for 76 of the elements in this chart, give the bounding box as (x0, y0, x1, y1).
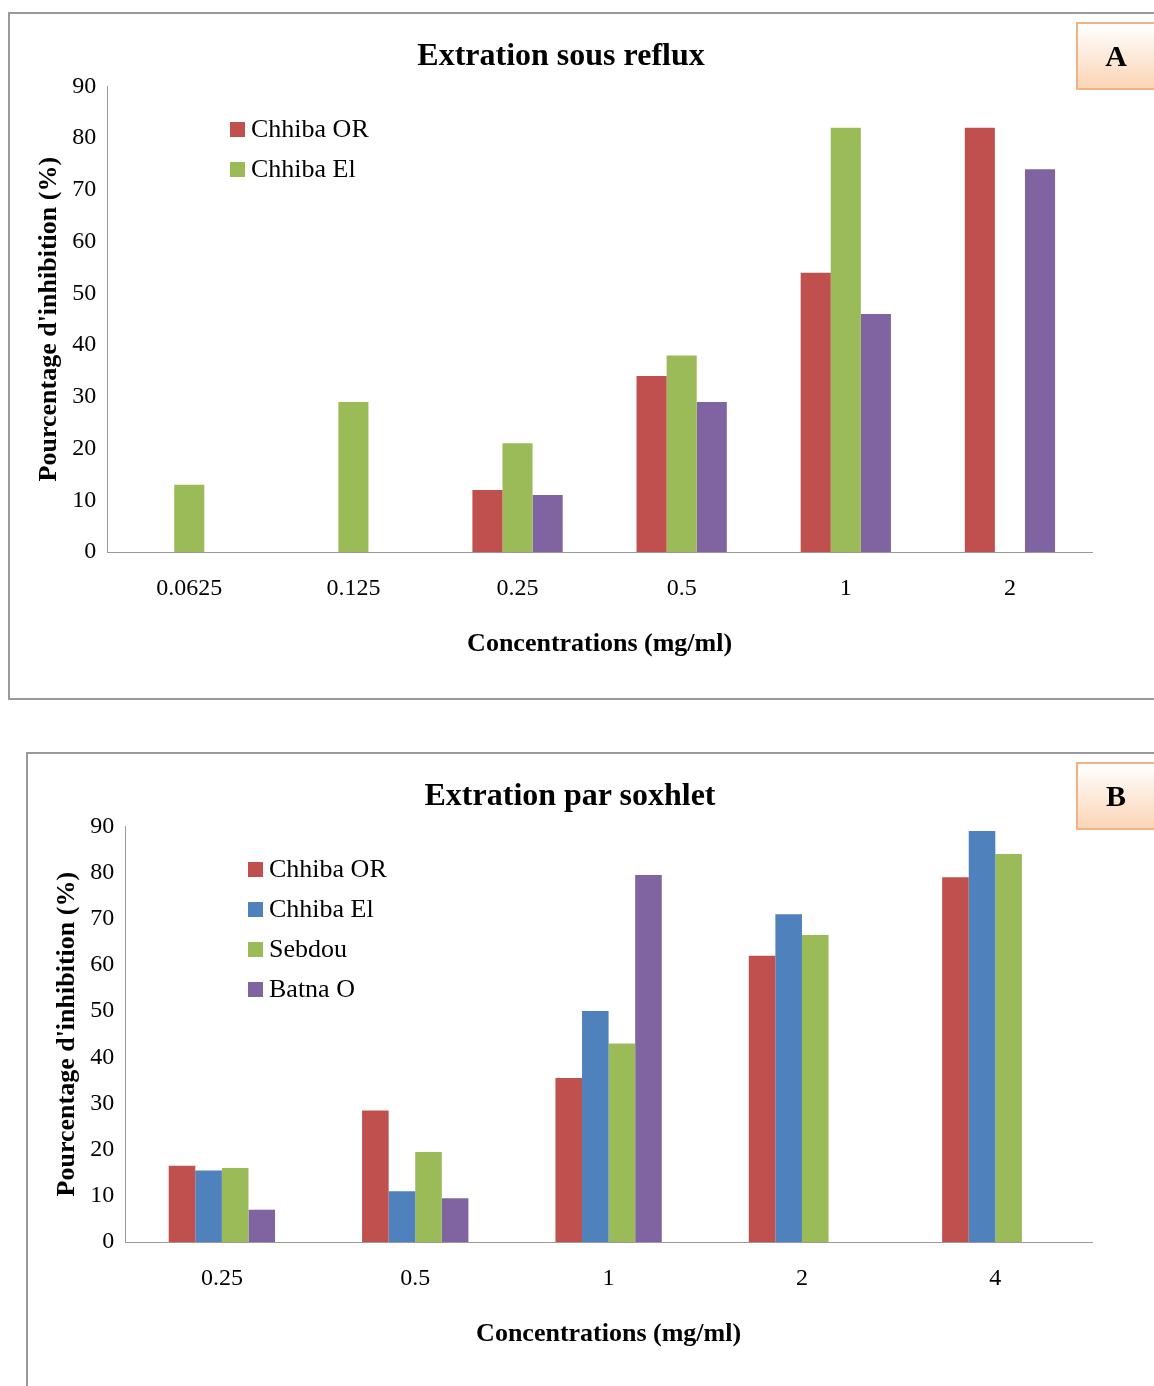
bar (942, 877, 969, 1242)
bar (801, 934, 829, 1242)
bar (830, 127, 861, 552)
bar (221, 1168, 249, 1242)
y-tick-label: 0 (102, 1227, 115, 1254)
text: A (1076, 22, 1154, 90)
bar (472, 489, 503, 552)
bar (635, 874, 662, 1242)
bar (415, 1151, 442, 1242)
x-tick-label: 0.25 (200, 1263, 243, 1290)
y-tick-label: 50 (72, 278, 97, 305)
y-tick-label: 90 (72, 71, 97, 98)
bar (636, 376, 667, 552)
bar (608, 1043, 636, 1242)
y-tick-label: 90 (90, 811, 115, 838)
bar (666, 355, 697, 552)
y-tick-label: 60 (72, 226, 97, 253)
text: B (1076, 762, 1154, 830)
bar (362, 1110, 389, 1242)
bar (338, 401, 369, 552)
legend-label: Sebdou (269, 934, 347, 964)
bar (748, 955, 776, 1242)
legend-label: Chhiba El (251, 154, 356, 184)
bar (696, 401, 727, 552)
bar (502, 443, 533, 552)
bar (532, 495, 563, 552)
bar (968, 831, 996, 1242)
y-tick-label: 40 (72, 330, 97, 357)
x-tick-label: 0.25 (496, 573, 539, 600)
x-tick-label: 0.5 (400, 1263, 431, 1290)
x-tick-label: 4 (989, 1263, 1002, 1290)
bar (168, 1165, 196, 1242)
y-tick-label: 10 (72, 485, 97, 512)
y-tick-label: 80 (72, 123, 97, 150)
y-tick-label: 20 (72, 433, 97, 460)
legend-label: Batna O (269, 974, 355, 1004)
bar (964, 127, 995, 552)
x-tick-label: 0.0625 (156, 573, 223, 600)
y-tick-label: 30 (90, 1088, 115, 1115)
x-axis-title: Concentrations (mg/ml) (467, 628, 733, 658)
bar (582, 1011, 609, 1242)
bar (441, 1198, 469, 1242)
y-axis-title: Pourcentage d'inhibition (%) (33, 156, 63, 482)
bar (1024, 169, 1056, 552)
bar (174, 484, 205, 552)
legend-label: Chhiba OR (251, 114, 369, 144)
legend-label: Chhiba OR (269, 854, 387, 884)
x-tick-label: 2 (795, 1263, 808, 1290)
bar (555, 1078, 583, 1242)
y-tick-label: 50 (90, 996, 115, 1023)
y-tick-label: 20 (90, 1134, 115, 1161)
x-tick-label: 0.125 (326, 573, 381, 600)
y-tick-label: 70 (72, 175, 97, 202)
x-tick-label: 2 (1003, 573, 1016, 600)
y-tick-label: 60 (90, 950, 115, 977)
bar (800, 272, 831, 552)
bar (248, 1209, 276, 1242)
x-tick-label: 0.5 (666, 573, 697, 600)
bar (388, 1191, 416, 1242)
chart-title: Extration par soxhlet (424, 776, 716, 813)
bar (775, 914, 802, 1242)
x-tick-label: 1 (602, 1263, 615, 1290)
y-tick-label: 70 (90, 904, 115, 931)
x-tick-label: 1 (839, 573, 852, 600)
y-tick-label: 30 (72, 382, 97, 409)
bar (860, 314, 891, 552)
y-tick-label: 40 (90, 1042, 115, 1069)
chart-title: Extration sous reflux (417, 36, 705, 73)
y-tick-label: 80 (90, 857, 115, 884)
y-axis-title: Pourcentage d'inhibition (%) (51, 871, 81, 1197)
bar (195, 1170, 222, 1242)
x-axis-title: Concentrations (mg/ml) (476, 1318, 742, 1348)
bar (995, 854, 1022, 1242)
legend-label: Chhiba El (269, 894, 374, 924)
y-tick-label: 10 (90, 1181, 115, 1208)
y-tick-label: 0 (84, 537, 97, 564)
